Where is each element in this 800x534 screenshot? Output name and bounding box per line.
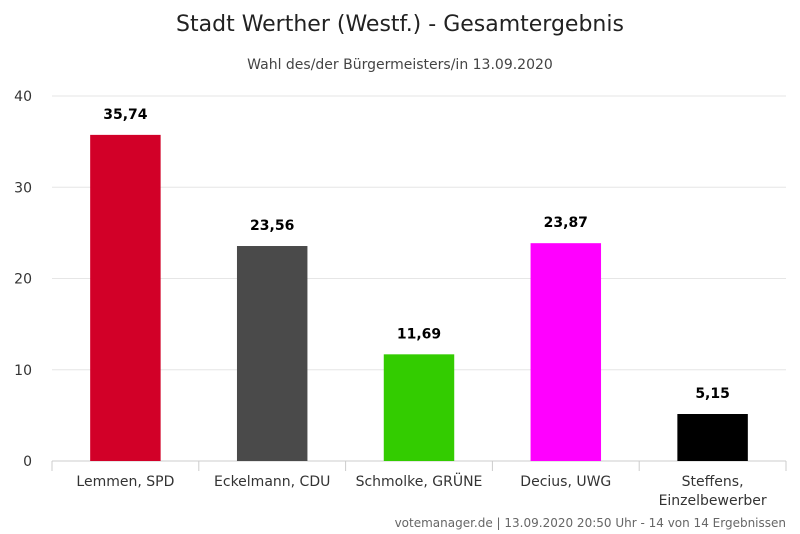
bars: [90, 134, 748, 461]
x-tick-label: Eckelmann, CDU: [214, 474, 330, 490]
x-axis-ticks: Lemmen, SPD Eckelmann, CDU Schmolke, GRÜNE…: [76, 472, 766, 509]
bar[interactable]: [530, 243, 602, 461]
bar[interactable]: [677, 414, 748, 461]
data-label: 11,69: [397, 326, 441, 342]
y-tick-label: 40: [14, 89, 32, 105]
data-label: 35,74: [103, 107, 148, 123]
y-tick-label: 0: [23, 454, 32, 470]
data-label: 5,15: [695, 386, 730, 402]
chart-subtitle: Wahl des/der Bürgermeisters/in 13.09.202…: [247, 57, 553, 73]
data-label: 23,87: [544, 215, 588, 231]
x-tick-label: Einzelbewerber: [659, 493, 767, 509]
chart-title: Stadt Werther (Westf.) - Gesamtergebnis: [176, 12, 624, 37]
y-tick-label: 30: [14, 180, 32, 196]
x-tick-label: Schmolke, GRÜNE: [356, 472, 483, 490]
bar[interactable]: [236, 246, 308, 461]
x-tick-label: Lemmen, SPD: [76, 474, 174, 490]
y-tick-label: 20: [14, 272, 32, 288]
bar[interactable]: [90, 134, 161, 461]
credits-text[interactable]: votemanager.de | 13.09.2020 20:50 Uhr - …: [395, 516, 786, 530]
data-label: 23,56: [250, 218, 294, 234]
bar[interactable]: [383, 354, 455, 461]
y-tick-label: 10: [14, 363, 32, 379]
data-labels: 35,74 23,56 11,69 23,87 5,15: [103, 107, 730, 402]
x-tick-label: Steffens,: [682, 474, 744, 490]
x-tick-label: Decius, UWG: [520, 474, 611, 490]
y-axis-ticks: 0 10 20 30 40: [14, 89, 32, 470]
